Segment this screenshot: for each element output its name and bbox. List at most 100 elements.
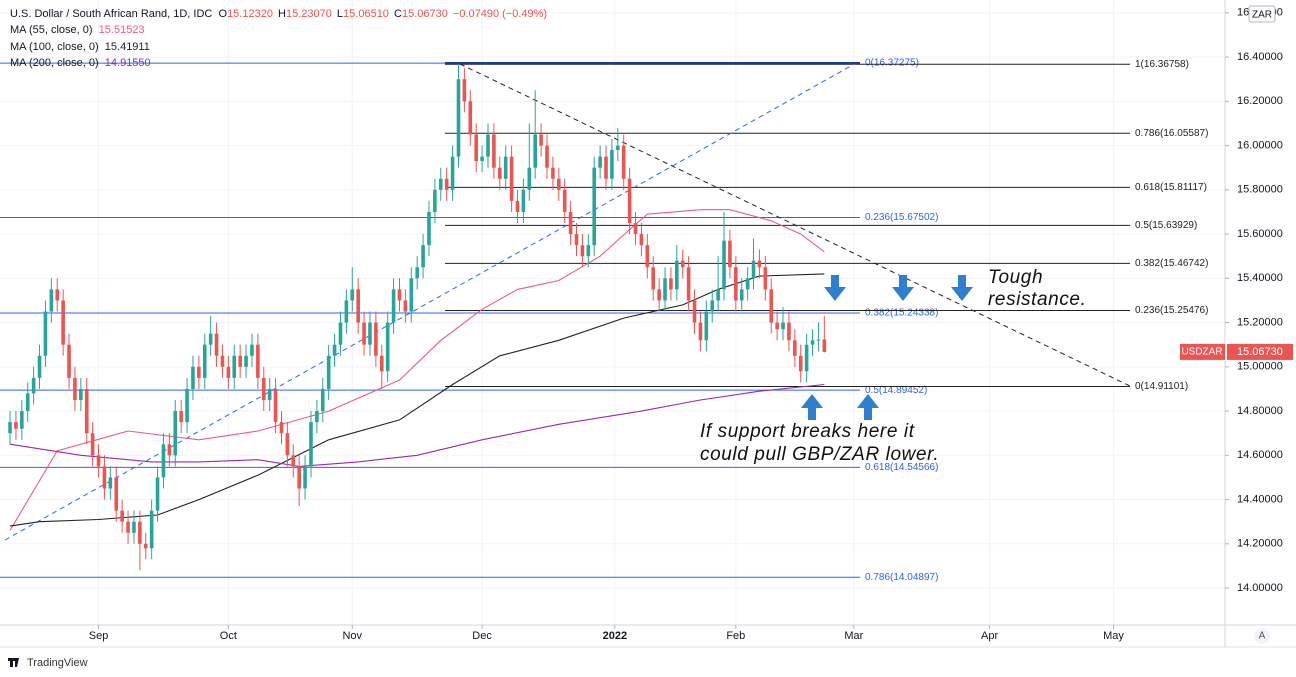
candle-body — [267, 388, 272, 400]
candle-body — [444, 178, 449, 190]
annotation: Tough — [988, 267, 1043, 288]
candles — [8, 63, 827, 571]
candle-body — [374, 322, 378, 356]
brand: TradingView — [27, 657, 88, 669]
y-tick-label: 15.60000 — [1237, 228, 1283, 240]
candle-body — [769, 289, 774, 323]
candle-body — [586, 245, 591, 257]
candle-body — [763, 267, 768, 290]
candle-body — [261, 377, 266, 400]
candle-body — [126, 521, 130, 533]
candle-body — [663, 278, 667, 301]
ma-name: MA (100, close, 0) — [10, 40, 99, 53]
x-tick-label: May — [1103, 630, 1124, 642]
candle-body — [456, 79, 461, 157]
x-tick-label: Feb — [726, 630, 745, 642]
candle-body — [155, 477, 160, 511]
fib-label: 0.5(15.63929) — [1135, 220, 1197, 231]
candle-body — [320, 388, 325, 412]
candle-body — [486, 134, 490, 157]
ma-value: 15.51523 — [98, 24, 145, 37]
candle-body — [279, 422, 284, 434]
symbol: U.S. Dollar / South African Rand, 1D, ID… — [10, 8, 213, 20]
candle-body — [675, 260, 679, 290]
ma-legend-row: MA (100, close, 0) 15.41911 — [10, 39, 549, 55]
candle-body — [810, 340, 815, 345]
candle-body — [179, 411, 183, 423]
fib-label: 0.618(14.54566) — [865, 462, 938, 473]
candle-body — [539, 134, 543, 146]
candle-body — [214, 333, 219, 356]
candle-body — [84, 388, 89, 434]
y-tick-label: 15.20000 — [1237, 316, 1283, 328]
y-tick-label: 14.60000 — [1237, 449, 1283, 461]
x-tick-label: Mar — [844, 630, 863, 642]
candle-body — [67, 344, 71, 378]
candle-body — [238, 355, 242, 367]
candle-body — [698, 322, 703, 341]
candle-body — [793, 340, 797, 356]
currency-badge — [1248, 5, 1276, 23]
candle-body — [639, 234, 644, 246]
scale-button[interactable] — [1254, 628, 1270, 644]
annotation: resistance. — [988, 289, 1086, 310]
candle-body — [822, 339, 827, 352]
candle-body — [551, 167, 555, 179]
candle-body — [686, 267, 691, 301]
candle-body — [197, 366, 201, 378]
candle-body — [332, 344, 337, 356]
ohlc-value: 15.23070 — [285, 8, 332, 20]
candle-body — [250, 344, 254, 356]
candle-body — [173, 411, 178, 456]
y-tick-label: 15.80000 — [1237, 184, 1283, 196]
candle-body — [143, 543, 148, 549]
candle-body — [256, 344, 260, 378]
scale-mode[interactable]: A — [1259, 631, 1266, 642]
candle-body — [138, 521, 142, 544]
candle-body — [108, 477, 113, 489]
candle-body — [409, 278, 414, 312]
trend-line — [459, 63, 1131, 387]
candle-body — [610, 150, 614, 179]
candle-body — [728, 240, 732, 268]
ohlc-key: O — [218, 8, 228, 20]
candle-body — [43, 311, 48, 356]
candle-body — [533, 134, 537, 168]
annotation: If support breaks here it — [700, 421, 915, 442]
candle-body — [503, 156, 508, 179]
price-tag-box — [1227, 343, 1293, 360]
candle-body — [202, 344, 207, 378]
candle-body — [562, 189, 567, 212]
fibonacci: 0(16.37275) 0.236(15.67502) 0.382(15.24338… — [0, 58, 1208, 583]
candle-body — [462, 79, 467, 102]
candle-body — [757, 260, 762, 268]
candle-body — [149, 510, 154, 549]
candle-body — [344, 300, 349, 323]
y-tick-label: 16.20000 — [1237, 95, 1283, 107]
candle-body — [55, 289, 60, 301]
candle-body — [692, 300, 697, 323]
candle-body — [657, 289, 661, 301]
y-tick-label: 16.40000 — [1237, 51, 1283, 63]
candle-body — [669, 278, 673, 290]
candle-body — [191, 366, 195, 389]
candle-body — [745, 278, 750, 290]
ma-line — [9, 209, 825, 531]
candle-body — [816, 339, 821, 341]
y-tick-label: 14.00000 — [1237, 582, 1283, 594]
candle-body — [362, 322, 366, 345]
candle-body — [132, 521, 136, 533]
candle-body — [598, 156, 602, 168]
change: −0.07490 (−0.49%) — [452, 8, 548, 20]
candle-body — [545, 145, 549, 168]
candle-body — [120, 510, 124, 522]
candle-body — [651, 267, 656, 290]
currency: ZAR — [1252, 10, 1272, 21]
axis-labels: 14.00000 14.20000 14.40000 14.60000 14.80000… — [89, 7, 1293, 642]
candle-body — [716, 289, 720, 301]
candle-body — [397, 289, 402, 301]
candle-body — [356, 289, 360, 323]
candle-body — [521, 189, 526, 212]
ma-value: 15.41911 — [104, 40, 150, 53]
